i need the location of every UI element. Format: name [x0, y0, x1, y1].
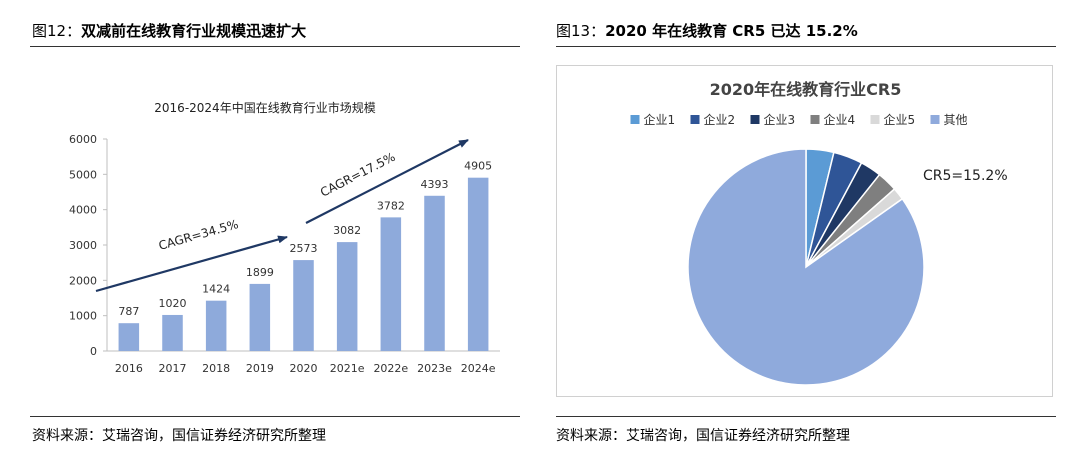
y-tick-label: 5000	[69, 168, 97, 181]
bar-2017	[162, 314, 183, 351]
y-tick-label: 4000	[69, 204, 97, 217]
right-figure-panel: 图13：2020 年在线教育 CR5 已达 15.2% 2020年在线教育行业C…	[540, 0, 1080, 472]
figure-number: 图12：	[32, 22, 82, 40]
legend-label-6: 其他	[944, 113, 968, 127]
data-label-2024e: 4905	[464, 160, 492, 173]
legend-swatch-3	[750, 115, 760, 124]
cr5-annotation: CR5=15.2%	[923, 168, 1008, 184]
data-label-2020: 2573	[290, 242, 318, 255]
y-tick-label: 2000	[69, 274, 97, 287]
cagr-label-2: CAGR=17.5%	[318, 150, 398, 200]
y-tick-label: 3000	[69, 239, 97, 252]
pie-title: 2020年在线教育行业CR5	[710, 80, 902, 99]
data-label-2017: 1020	[159, 297, 187, 310]
source-note: 资料来源：艾瑞咨询，国信证券经济研究所整理	[556, 428, 850, 444]
bar-2018	[205, 300, 227, 351]
legend-swatch-5	[870, 115, 880, 124]
bar-2019	[249, 283, 271, 351]
x-tick-label-2021e: 2021e	[330, 362, 365, 375]
market-size-bar-chart: 2016-2024年中国在线教育行业市场规模 0 1000 2000 3000 4000 5…	[69, 100, 500, 375]
bar-2020	[293, 260, 314, 351]
title-divider	[30, 46, 520, 47]
figure-title: 图12：双减前在线教育行业规模迅速扩大	[32, 20, 306, 41]
x-tick-label-2024e: 2024e	[461, 362, 496, 375]
legend-swatch-6	[930, 115, 940, 124]
legend-label-1: 企业1	[644, 112, 676, 127]
legend-label-2: 企业2	[704, 112, 736, 127]
y-tick-label: 6000	[69, 133, 97, 146]
source-divider	[30, 416, 520, 417]
bar-2016	[118, 323, 140, 351]
legend-swatch-1	[630, 115, 640, 124]
cr5-pie-chart: 2020年在线教育行业CR5 企业1 企业2 企业3 企业4 企业5 其他 CR5=15.2%	[630, 80, 1008, 386]
x-tick-label-2022e: 2022e	[373, 362, 408, 375]
bar-2022e	[380, 217, 402, 351]
x-tick-label-2019: 2019	[246, 362, 274, 375]
data-label-2022e: 3782	[377, 199, 405, 212]
legend-swatch-2	[690, 115, 700, 124]
source-note: 资料来源：艾瑞咨询，国信证券经济研究所整理	[32, 428, 326, 444]
data-label-2019: 1899	[246, 266, 274, 279]
legend-label-3: 企业3	[764, 112, 796, 127]
data-label-2016: 787	[118, 305, 139, 318]
x-tick-label-2023e: 2023e	[417, 362, 452, 375]
data-label-2023e: 4393	[421, 178, 449, 191]
cagr-label-1: CAGR=34.5%	[157, 217, 240, 253]
pie-slice-6	[687, 148, 925, 386]
data-label-2021e: 3082	[333, 224, 361, 237]
left-figure-panel: 图12：双减前在线教育行业规模迅速扩大 2016-2024年中国在线教育行业市场…	[30, 20, 520, 444]
y-tick-label: 1000	[69, 310, 97, 323]
source-divider	[556, 416, 1056, 417]
cagr-arrow-1	[95, 235, 288, 293]
bar-2023e	[424, 195, 445, 351]
figure-caption: 2020 年在线教育 CR5 已达 15.2%	[605, 22, 858, 40]
legend-label-4: 企业4	[824, 112, 856, 127]
chart-title: 2016-2024年中国在线教育行业市场规模	[154, 100, 375, 115]
legend-label-5: 企业5	[884, 112, 916, 127]
x-tick-label-2018: 2018	[202, 362, 230, 375]
legend-swatch-4	[810, 115, 820, 124]
x-tick-label-2017: 2017	[159, 362, 187, 375]
y-tick-label: 0	[90, 345, 97, 358]
pie-chart-frame: 2020年在线教育行业CR5 企业1 企业2 企业3 企业4 企业5 其他 CR5=15.2%	[556, 65, 1053, 397]
figure-title: 图13：2020 年在线教育 CR5 已达 15.2%	[556, 20, 858, 41]
bar-2024e	[467, 177, 489, 351]
cagr-arrow-2	[305, 139, 469, 224]
x-tick-label-2016: 2016	[115, 362, 143, 375]
title-divider	[556, 46, 1056, 47]
figure-number: 图13：	[556, 22, 606, 40]
data-label-2018: 1424	[202, 283, 230, 296]
bar-2021e	[336, 242, 358, 351]
figure-caption: 双减前在线教育行业规模迅速扩大	[81, 22, 307, 40]
x-tick-label-2020: 2020	[290, 362, 318, 375]
